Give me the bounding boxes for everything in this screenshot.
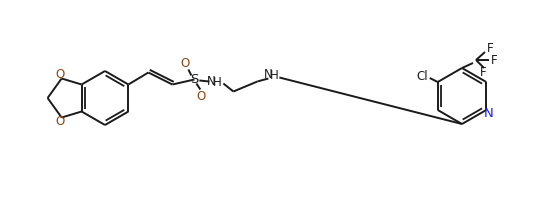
Text: N: N xyxy=(483,107,493,119)
Text: H: H xyxy=(213,76,222,89)
Text: O: O xyxy=(197,90,206,103)
Text: Cl: Cl xyxy=(416,69,428,82)
Text: O: O xyxy=(181,57,190,70)
Text: O: O xyxy=(55,68,64,81)
Text: N: N xyxy=(264,68,273,81)
Text: O: O xyxy=(55,115,64,128)
Text: S: S xyxy=(190,73,198,86)
Text: H: H xyxy=(270,69,279,82)
Text: F: F xyxy=(480,66,486,78)
Text: F: F xyxy=(486,41,493,55)
Text: F: F xyxy=(491,54,497,67)
Text: N: N xyxy=(207,75,216,88)
